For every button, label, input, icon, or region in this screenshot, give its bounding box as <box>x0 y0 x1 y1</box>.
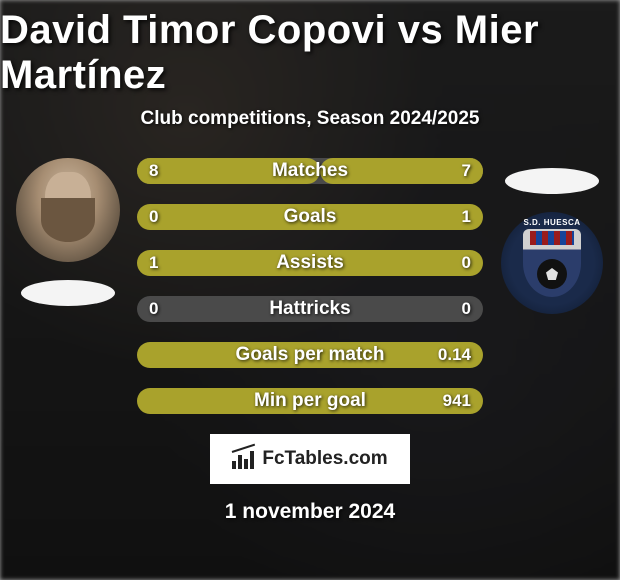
right-player-column: S.D. HUESCA <box>497 158 607 314</box>
stat-value-left: 0 <box>149 207 158 227</box>
stat-value-left: 8 <box>149 161 158 181</box>
player-left-avatar <box>16 158 120 262</box>
left-player-column <box>13 158 123 306</box>
stat-value-left: 1 <box>149 253 158 273</box>
stat-label: Goals <box>284 206 337 228</box>
stat-row: Hattricks 0 0 <box>137 296 483 322</box>
stats-bars: Matches87Goals01Assists10Hattricks00Goal… <box>137 158 483 414</box>
stat-value-right: 941 <box>443 391 471 411</box>
stat-value-right: 7 <box>462 161 471 181</box>
content-wrapper: David Timor Copovi vs Mier Martínez Club… <box>0 0 620 580</box>
subtitle: Club competitions, Season 2024/2025 <box>141 108 480 130</box>
stat-label: Hattricks <box>269 298 350 320</box>
brand-badge: FcTables.com <box>210 434 410 484</box>
player-right-badge <box>505 168 599 194</box>
crest-shield-icon <box>523 229 581 297</box>
main-row: Matches87Goals01Assists10Hattricks00Goal… <box>0 158 620 414</box>
stat-value-right: 0 <box>462 299 471 319</box>
stat-label: Min per goal <box>254 390 366 412</box>
stat-value-right: 1 <box>462 207 471 227</box>
stat-row: Goals 0 1 <box>137 204 483 230</box>
stat-label: Goals per match <box>236 344 385 366</box>
stat-row: Matches 8 7 <box>137 158 483 184</box>
stat-row: Goals per match 0.14 <box>137 342 483 368</box>
stat-label: Matches <box>272 160 348 182</box>
brand-chart-icon <box>232 449 256 469</box>
brand-text: FcTables.com <box>262 448 387 470</box>
crest-ball-icon <box>537 259 567 289</box>
stat-value-right: 0 <box>462 253 471 273</box>
player-right-crest: S.D. HUESCA <box>501 212 603 314</box>
stat-value-right: 0.14 <box>438 345 471 365</box>
stat-row: Assists 1 0 <box>137 250 483 276</box>
date-label: 1 november 2024 <box>225 500 395 524</box>
crest-label: S.D. HUESCA <box>501 218 603 227</box>
stat-value-left: 0 <box>149 299 158 319</box>
player-left-badge <box>21 280 115 306</box>
stat-row: Min per goal 941 <box>137 388 483 414</box>
stat-label: Assists <box>276 252 344 274</box>
page-title: David Timor Copovi vs Mier Martínez <box>0 8 620 98</box>
